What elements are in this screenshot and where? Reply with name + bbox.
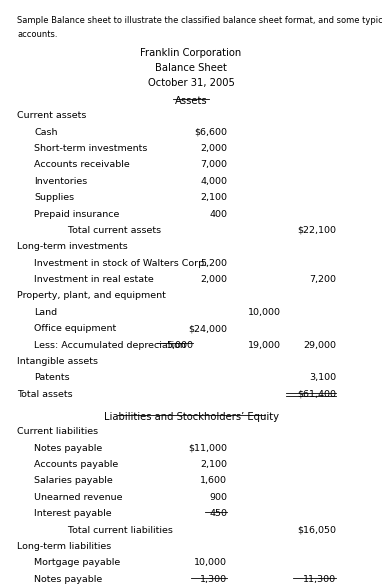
Text: Long-term liabilities: Long-term liabilities (17, 542, 112, 551)
Text: $6,600: $6,600 (194, 128, 227, 137)
Text: 900: 900 (209, 493, 227, 502)
Text: Patents: Patents (34, 373, 70, 383)
Text: $61,400: $61,400 (297, 390, 336, 399)
Text: Inventories: Inventories (34, 177, 87, 186)
Text: Unearned revenue: Unearned revenue (34, 493, 123, 502)
Text: accounts.: accounts. (17, 30, 58, 39)
Text: Franklin Corporation: Franklin Corporation (140, 49, 242, 58)
Text: 450: 450 (209, 510, 227, 518)
Text: Total current assets: Total current assets (50, 226, 161, 235)
Text: Liabilities and Stockholders’ Equity: Liabilities and Stockholders’ Equity (104, 412, 278, 422)
Text: 7,200: 7,200 (309, 275, 336, 284)
Text: Balance Sheet: Balance Sheet (155, 63, 227, 73)
Text: 3,100: 3,100 (309, 373, 336, 383)
Text: 400: 400 (209, 209, 227, 219)
Text: Short-term investments: Short-term investments (34, 144, 148, 153)
Text: 5,000: 5,000 (166, 340, 193, 350)
Text: Cash: Cash (34, 128, 58, 137)
Text: Assets: Assets (175, 96, 207, 106)
Text: Land: Land (34, 308, 58, 317)
Text: 2,000: 2,000 (200, 275, 227, 284)
Text: Accounts payable: Accounts payable (34, 460, 119, 469)
Text: Interest payable: Interest payable (34, 510, 112, 518)
Text: Notes payable: Notes payable (34, 444, 103, 453)
Text: October 31, 2005: October 31, 2005 (147, 78, 235, 88)
Text: 2,100: 2,100 (200, 460, 227, 469)
Text: 10,000: 10,000 (194, 559, 227, 567)
Text: 11,300: 11,300 (303, 575, 336, 584)
Text: Long-term investments: Long-term investments (17, 242, 128, 252)
Text: Current assets: Current assets (17, 111, 87, 121)
Text: Intangible assets: Intangible assets (17, 357, 98, 366)
Text: Accounts receivable: Accounts receivable (34, 160, 130, 170)
Text: $24,000: $24,000 (188, 324, 227, 333)
Text: 2,100: 2,100 (200, 193, 227, 202)
Text: Office equipment: Office equipment (34, 324, 117, 333)
Text: 10,000: 10,000 (248, 308, 281, 317)
Text: $22,100: $22,100 (297, 226, 336, 235)
Text: 5,200: 5,200 (200, 259, 227, 268)
Text: 7,000: 7,000 (200, 160, 227, 170)
Text: Salaries payable: Salaries payable (34, 477, 113, 486)
Text: 1,600: 1,600 (200, 477, 227, 486)
Text: Current liabilities: Current liabilities (17, 428, 98, 436)
Text: 2,000: 2,000 (200, 144, 227, 153)
Text: Property, plant, and equipment: Property, plant, and equipment (17, 291, 166, 301)
Text: Less: Accumulated depreciation: Less: Accumulated depreciation (34, 340, 186, 350)
Text: 1,300: 1,300 (200, 575, 227, 584)
Text: 29,000: 29,000 (303, 340, 336, 350)
Text: Supplies: Supplies (34, 193, 74, 202)
Text: Prepaid insurance: Prepaid insurance (34, 209, 120, 219)
Text: Investment in stock of Walters Corp.: Investment in stock of Walters Corp. (34, 259, 207, 268)
Text: Mortgage payable: Mortgage payable (34, 559, 121, 567)
Text: Investment in real estate: Investment in real estate (34, 275, 154, 284)
Text: $11,000: $11,000 (188, 444, 227, 453)
Text: $16,050: $16,050 (297, 526, 336, 535)
Text: 19,000: 19,000 (248, 340, 281, 350)
Text: Sample Balance sheet to illustrate the classified balance sheet format, and some: Sample Balance sheet to illustrate the c… (17, 16, 382, 25)
Text: 4,000: 4,000 (200, 177, 227, 186)
Text: Total assets: Total assets (17, 390, 73, 399)
Text: Notes payable: Notes payable (34, 575, 103, 584)
Text: Total current liabilities: Total current liabilities (50, 526, 173, 535)
